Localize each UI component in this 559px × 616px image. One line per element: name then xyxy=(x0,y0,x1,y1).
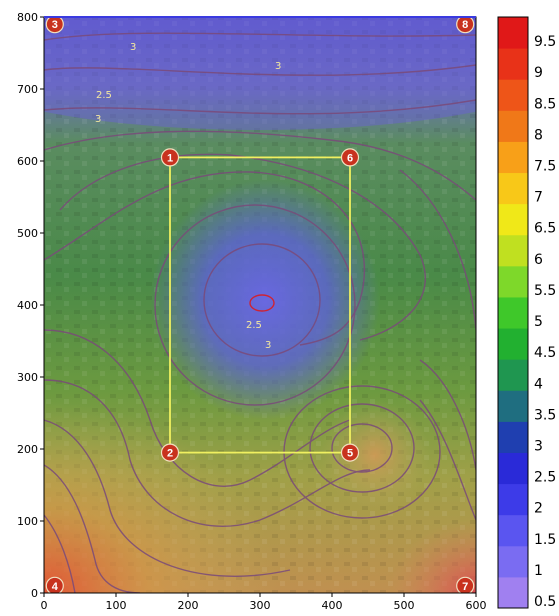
colorbar-label: 4 xyxy=(534,376,543,392)
colorbar-segment xyxy=(498,110,528,142)
colorbar-label: 8.5 xyxy=(534,96,556,112)
colorbar-segment xyxy=(498,328,528,360)
colorbar-label: 0.5 xyxy=(534,594,556,610)
x-tick-label: 600 xyxy=(466,599,487,612)
colorbar-segment xyxy=(498,203,528,236)
y-tick-label: 800 xyxy=(17,11,38,24)
colorbar-segment xyxy=(498,576,528,609)
colorbar-segment xyxy=(498,172,528,205)
colorbar-segment xyxy=(498,141,528,174)
bottom-left-high-zone xyxy=(44,380,304,593)
x-tick-label: 0 xyxy=(41,599,48,612)
colorbar-label: 2.5 xyxy=(534,470,556,486)
map-plot-area: 3 3 2.5 3 2.5 3 1 2 3 4 5 6 7 8 xyxy=(44,16,476,594)
colorbar-label: 5 xyxy=(534,314,543,330)
marker-point-6[interactable]: 6 xyxy=(340,148,360,167)
colorbar-label: 8 xyxy=(534,127,543,143)
colorbar-segment xyxy=(498,545,528,578)
marker-point-1[interactable]: 1 xyxy=(160,148,180,167)
colorbar-segment xyxy=(498,79,528,111)
y-tick-label: 500 xyxy=(17,227,38,240)
x-tick-label: 200 xyxy=(178,599,199,612)
contour-label: 3 xyxy=(265,340,271,351)
contour-label: 3 xyxy=(275,61,281,72)
marker-point-3[interactable]: 3 xyxy=(45,16,64,34)
colorbar-segment xyxy=(498,265,528,298)
y-tick-label: 600 xyxy=(17,155,38,168)
y-tick-label: 400 xyxy=(17,299,38,312)
marker-label: 2 xyxy=(167,448,173,460)
marker-label: 6 xyxy=(347,152,353,164)
survey-area-rectangle xyxy=(169,156,351,454)
colorbar-label: 7.5 xyxy=(534,159,556,175)
marker-label: 7 xyxy=(462,581,468,593)
colorbar-label: 2 xyxy=(534,501,543,517)
marker-label: 3 xyxy=(52,19,58,31)
contour-label: 2.5 xyxy=(246,320,262,331)
marker-point-5[interactable]: 5 xyxy=(340,443,360,462)
marker-circle xyxy=(45,17,64,34)
marker-label: 8 xyxy=(462,19,468,31)
y-tick-label: 0 xyxy=(31,587,38,600)
marker-circle xyxy=(456,576,475,593)
marker-circle xyxy=(160,148,180,167)
colorbar-label: 3 xyxy=(534,438,543,454)
marker-point-2[interactable]: 2 xyxy=(160,443,180,462)
y-tick-label: 300 xyxy=(17,371,38,384)
marker-circle xyxy=(160,443,180,462)
colorbar-segment xyxy=(498,296,528,329)
colorbar-label: 6.5 xyxy=(534,221,556,237)
colorbar-segment xyxy=(498,390,528,422)
colorbar-label: 6 xyxy=(534,252,543,268)
x-tick-label: 400 xyxy=(322,599,343,612)
x-tick-label: 300 xyxy=(250,599,271,612)
contour-labels: 3 3 2.5 3 2.5 3 xyxy=(95,42,281,351)
colorbar-segment xyxy=(498,514,528,547)
marker-label: 1 xyxy=(167,152,173,164)
colorbar-segment xyxy=(498,234,528,267)
colorbar-label: 9 xyxy=(534,65,543,81)
marker-circle xyxy=(45,576,64,593)
x-tick-label: 100 xyxy=(106,599,127,612)
colorbar-segment xyxy=(498,421,528,453)
measurement-points: 1 2 3 4 5 6 7 8 xyxy=(45,16,475,594)
colorbar-label: 7 xyxy=(534,190,543,206)
marker-label: 4 xyxy=(52,581,59,593)
marker5-high-zone xyxy=(320,400,430,510)
y-tick-label: 100 xyxy=(17,515,38,528)
colorbar-label: 4.5 xyxy=(534,345,556,361)
marker-circle xyxy=(456,17,475,34)
y-tick-label: 700 xyxy=(17,83,38,96)
colorbar-frame xyxy=(497,16,529,609)
colorbar-segment xyxy=(498,359,528,391)
contour-label: 3 xyxy=(95,114,101,125)
contour-lines xyxy=(44,32,476,593)
colorbar-label: 1 xyxy=(534,563,543,579)
contour-label: 2.5 xyxy=(96,90,112,101)
colorbar-label: 5.5 xyxy=(534,283,556,299)
marker-label: 5 xyxy=(347,448,353,460)
x-tick-label: 500 xyxy=(394,599,415,612)
marker-circle xyxy=(340,148,360,167)
top-band-low-zone xyxy=(44,17,476,130)
colorbar: 0.5 1 1.5 2 2.5 3 3.5 4 4.5 5 5.5 6 6.5 7 7.5 8 8.5 9 9.5 xyxy=(497,16,556,610)
colorbar-label: 1.5 xyxy=(534,532,556,548)
marker-point-8[interactable]: 8 xyxy=(456,16,475,34)
marker-point-4[interactable]: 4 xyxy=(45,576,64,594)
marker-point-7[interactable]: 7 xyxy=(456,576,475,594)
contour-label: 3 xyxy=(130,42,136,53)
y-tick-label: 200 xyxy=(17,443,38,456)
colorbar-label: 9.5 xyxy=(534,34,556,50)
colorbar-segment xyxy=(498,452,528,485)
marker-circle xyxy=(340,443,360,462)
colorbar-segment xyxy=(498,48,528,80)
axes: 0 100 200 300 400 500 600 0 100 200 300 400 500 600 70… xyxy=(17,11,487,612)
colorbar-segment xyxy=(498,483,528,516)
colorbar-segment xyxy=(498,17,528,49)
colorbar-label: 3.5 xyxy=(534,407,556,423)
